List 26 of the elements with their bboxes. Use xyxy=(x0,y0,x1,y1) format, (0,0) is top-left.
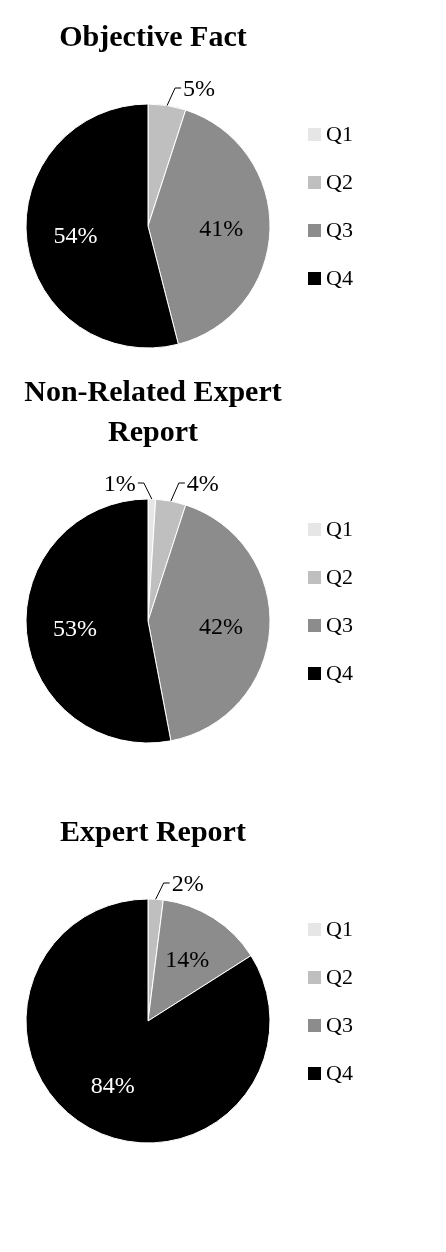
chart-title: Expert Report xyxy=(59,813,247,849)
data-label: 5% xyxy=(183,75,216,101)
data-label: 53% xyxy=(53,614,98,641)
legend-label: Q3 xyxy=(326,217,353,243)
data-label: 41% xyxy=(199,215,244,242)
legend-label: Q4 xyxy=(326,1060,353,1086)
legend-label: Q2 xyxy=(326,169,353,195)
data-label: 4% xyxy=(186,470,219,496)
data-label: 2% xyxy=(171,870,204,896)
data-label: 54% xyxy=(53,222,98,249)
data-label: 84% xyxy=(90,1072,135,1099)
legend-label: Q1 xyxy=(326,121,353,147)
legend-label: Q4 xyxy=(326,660,353,686)
data-label: 1% xyxy=(103,470,136,496)
legend-label: Q4 xyxy=(326,265,353,291)
data-label: 14% xyxy=(165,946,210,973)
pie-slice xyxy=(25,898,271,1144)
legend-label: Q3 xyxy=(326,612,353,638)
chart-title: Non-Related Expert Report xyxy=(23,373,283,449)
legend-label: Q2 xyxy=(326,564,353,590)
legend-label: Q1 xyxy=(326,516,353,542)
legend-label: Q3 xyxy=(326,1012,353,1038)
legend-label: Q1 xyxy=(326,916,353,942)
chart-title: Objective Fact xyxy=(58,18,248,54)
legend-label: Q2 xyxy=(326,964,353,990)
data-label: 42% xyxy=(199,612,244,639)
